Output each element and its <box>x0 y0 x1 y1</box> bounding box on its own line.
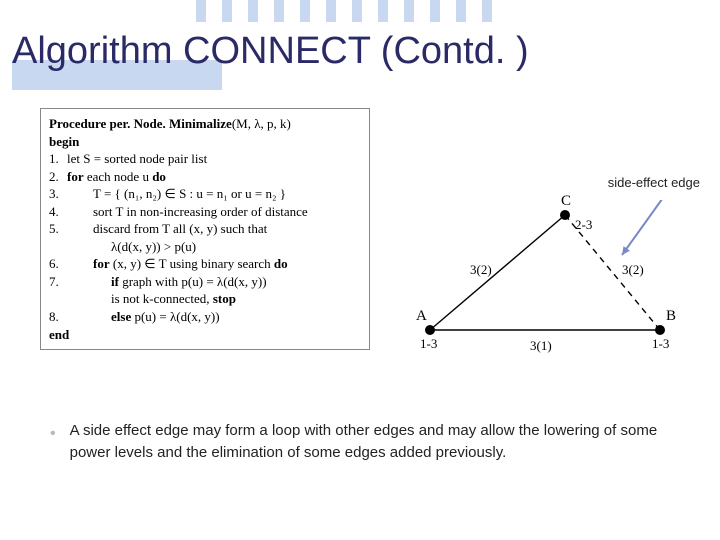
header-tick <box>326 0 336 22</box>
pseudocode-line: is not k-connected, stop <box>49 290 361 308</box>
node-dot <box>425 325 435 335</box>
procedure-args: (M, λ, p, k) <box>232 116 291 131</box>
end-keyword: end <box>49 326 361 344</box>
header-tick <box>274 0 284 22</box>
header-tick <box>430 0 440 22</box>
pseudocode-line: 2.for each node u do <box>49 168 361 186</box>
line-number: 1. <box>49 150 67 168</box>
header-tick <box>378 0 388 22</box>
header-tick <box>482 0 492 22</box>
node-dot <box>560 210 570 220</box>
line-text: T = { (n₁, n₂) ∈ S : u = n₁ or u = n₂ } <box>67 185 361 203</box>
bullet-text: A side effect edge may form a loop with … <box>70 420 670 464</box>
line-text: if graph with p(u) = λ(d(x, y)) <box>67 273 361 291</box>
line-number: 2. <box>49 168 67 186</box>
header-tick-strip <box>0 0 720 22</box>
pseudocode-line: 5.discard from T all (x, y) such that <box>49 220 361 238</box>
line-number: 7. <box>49 273 67 291</box>
node-sub-b: 1-3 <box>652 336 669 352</box>
pseudocode-line: 1.let S = sorted node pair list <box>49 150 361 168</box>
header-tick <box>196 0 206 22</box>
line-number <box>49 290 67 308</box>
header-tick <box>222 0 232 22</box>
begin-keyword: begin <box>49 133 361 151</box>
pseudocode-line: 7.if graph with p(u) = λ(d(x, y)) <box>49 273 361 291</box>
line-text: sort T in non-increasing order of distan… <box>67 203 361 221</box>
header-tick <box>456 0 466 22</box>
line-text: for (x, y) ∈ T using binary search do <box>67 255 361 273</box>
line-text: else p(u) = λ(d(x, y)) <box>67 308 361 326</box>
header-tick <box>300 0 310 22</box>
arrowhead-icon <box>622 246 630 255</box>
header-tick <box>248 0 258 22</box>
node-label-a: A <box>416 308 427 325</box>
line-number <box>49 238 67 256</box>
line-text: is not k-connected, stop <box>67 290 361 308</box>
line-number: 6. <box>49 255 67 273</box>
edge <box>430 215 565 330</box>
node-sub-c: 2-3 <box>575 217 592 233</box>
line-text: for each node u do <box>67 168 361 186</box>
edge-label-1: 3(2) <box>622 262 644 278</box>
pseudocode-line: 8.else p(u) = λ(d(x, y)) <box>49 308 361 326</box>
node-sub-a: 1-3 <box>420 336 437 352</box>
node-label-c: C <box>561 193 571 210</box>
edge-label-0: 3(2) <box>470 262 492 278</box>
node-label-b: B <box>666 308 676 325</box>
procedure-name: Procedure per. Node. Minimalize <box>49 116 232 131</box>
header-tick <box>404 0 414 22</box>
pseudocode-line: 3.T = { (n₁, n₂) ∈ S : u = n₁ or u = n₂ … <box>49 185 361 203</box>
header-tick <box>352 0 362 22</box>
pseudocode-lines: 1.let S = sorted node pair list2.for eac… <box>49 150 361 325</box>
slide-title: Algorithm CONNECT (Contd. ) <box>12 30 529 73</box>
bullet-point: • A side effect edge may form a loop wit… <box>50 420 670 464</box>
node-dot <box>655 325 665 335</box>
line-number: 8. <box>49 308 67 326</box>
side-effect-arrow <box>622 200 665 255</box>
line-text: let S = sorted node pair list <box>67 150 361 168</box>
pseudocode-box: Procedure per. Node. Minimalize(M, λ, p,… <box>40 108 370 350</box>
line-number: 5. <box>49 220 67 238</box>
pseudocode-line: 6.for (x, y) ∈ T using binary search do <box>49 255 361 273</box>
line-number: 3. <box>49 185 67 203</box>
pseudocode-line: 4.sort T in non-increasing order of dist… <box>49 203 361 221</box>
line-text: λ(d(x, y)) > p(u) <box>67 238 361 256</box>
procedure-header: Procedure per. Node. Minimalize(M, λ, p,… <box>49 115 361 133</box>
side-effect-edge-label: side-effect edge <box>608 175 700 190</box>
triangle-diagram: side-effect edge A1-3B1-3C2-33(2)3(2)3(1… <box>400 200 700 380</box>
pseudocode-line: λ(d(x, y)) > p(u) <box>49 238 361 256</box>
line-number: 4. <box>49 203 67 221</box>
line-text: discard from T all (x, y) such that <box>67 220 361 238</box>
bullet-marker: • <box>50 422 56 464</box>
edge-label-2: 3(1) <box>530 338 552 354</box>
